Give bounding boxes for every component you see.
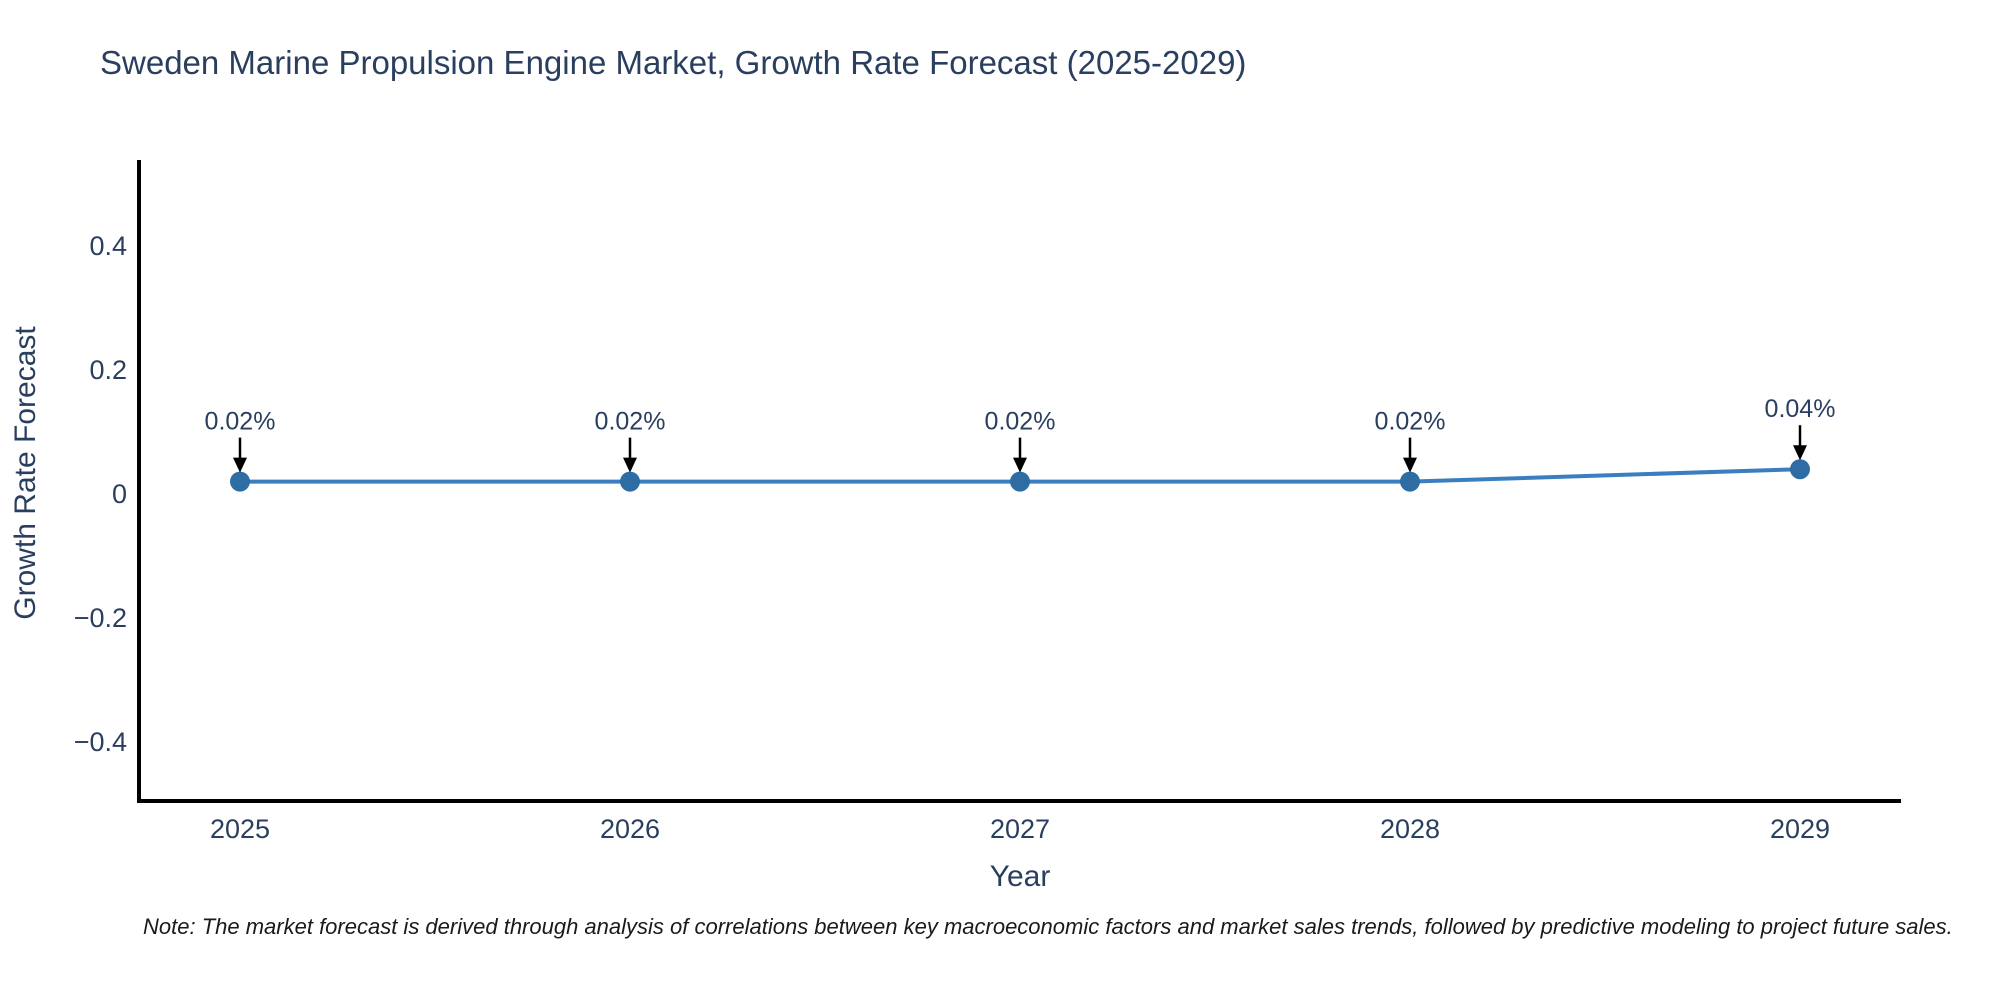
data-point [1010, 471, 1030, 492]
annotation-arrowhead-icon [1403, 457, 1417, 473]
annotation-arrowhead-icon [1013, 457, 1027, 473]
annotation-arrowhead-icon [1793, 445, 1807, 461]
y-tick-label: 0.4 [89, 231, 127, 261]
data-point [1790, 459, 1810, 480]
point-annotation: 0.02% [205, 408, 276, 436]
point-annotation: 0.02% [985, 408, 1056, 436]
x-tick-label: 2029 [1770, 814, 1830, 844]
annotation-arrowhead-icon [623, 457, 637, 473]
data-point [1400, 471, 1420, 492]
chart-title: Sweden Marine Propulsion Engine Market, … [100, 44, 1247, 81]
annotation-arrowhead-icon [233, 457, 247, 473]
x-tick-label: 2025 [210, 814, 270, 844]
x-tick-label: 2027 [990, 814, 1050, 844]
point-annotation: 0.02% [595, 408, 666, 436]
x-tick-label: 2026 [600, 814, 660, 844]
y-tick-label: −0.2 [74, 603, 127, 633]
y-tick-label: −0.4 [74, 727, 127, 757]
point-annotation: 0.02% [1375, 408, 1446, 436]
point-annotation: 0.04% [1765, 395, 1836, 423]
chart-note: Note: The market forecast is derived thr… [143, 914, 1953, 939]
y-tick-label: 0.2 [89, 355, 127, 385]
x-tick-label: 2028 [1380, 814, 1440, 844]
y-axis-title: Growth Rate Forecast [9, 326, 42, 620]
data-point [230, 471, 250, 492]
y-tick-label: 0 [112, 479, 127, 509]
data-point [620, 471, 640, 492]
x-axis-title: Year [989, 860, 1051, 893]
